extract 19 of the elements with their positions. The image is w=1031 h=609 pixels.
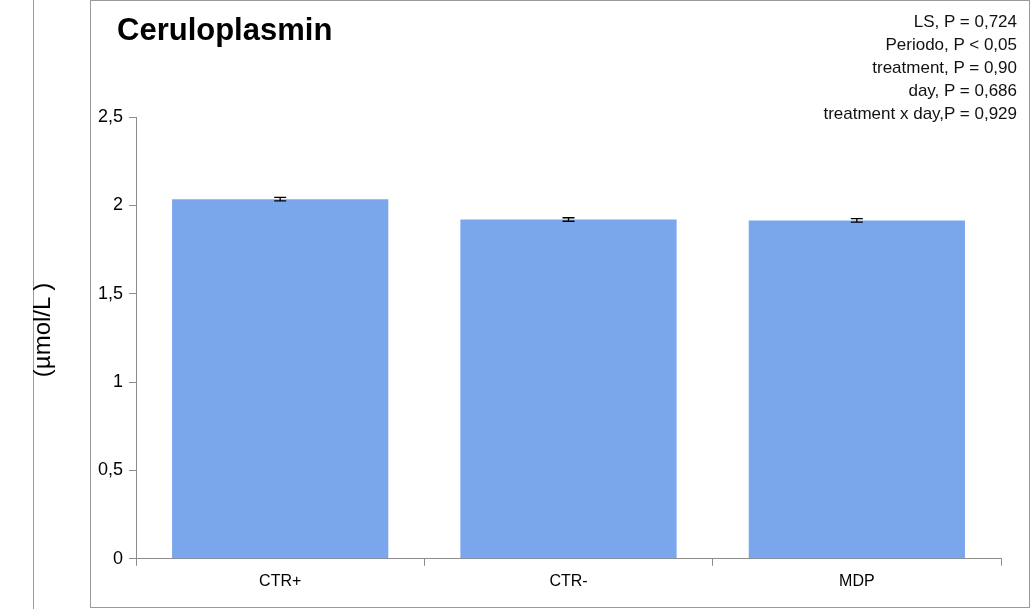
x-tick-label: CTR- <box>549 571 588 589</box>
y-tick-label: 0,5 <box>97 459 124 480</box>
y-tick-label: 0 <box>113 547 124 568</box>
y-tick-label: 1,5 <box>97 282 124 303</box>
y-axis-title: (µmol/L ) <box>28 282 56 378</box>
y-tick-label: 2 <box>113 194 124 215</box>
bar <box>172 199 389 559</box>
bar <box>748 220 965 559</box>
text: day, P = 0,686 <box>907 80 1017 102</box>
x-tick-label: MDP <box>839 571 875 589</box>
text: Periodo, P < 0,05 <box>884 34 1017 56</box>
annotation: treatment x day,P = 0,929 <box>823 103 1017 125</box>
x-tick-label: CTR+ <box>259 571 302 589</box>
text: treatment, P = 0,90 <box>871 57 1017 79</box>
y-tick-label: 2,5 <box>97 105 124 126</box>
y-tick-label: 1 <box>113 371 124 392</box>
bar <box>460 219 677 559</box>
text: LS, P = 0,724 <box>912 11 1017 33</box>
chart-title: Ceruloplasmin <box>117 12 333 48</box>
